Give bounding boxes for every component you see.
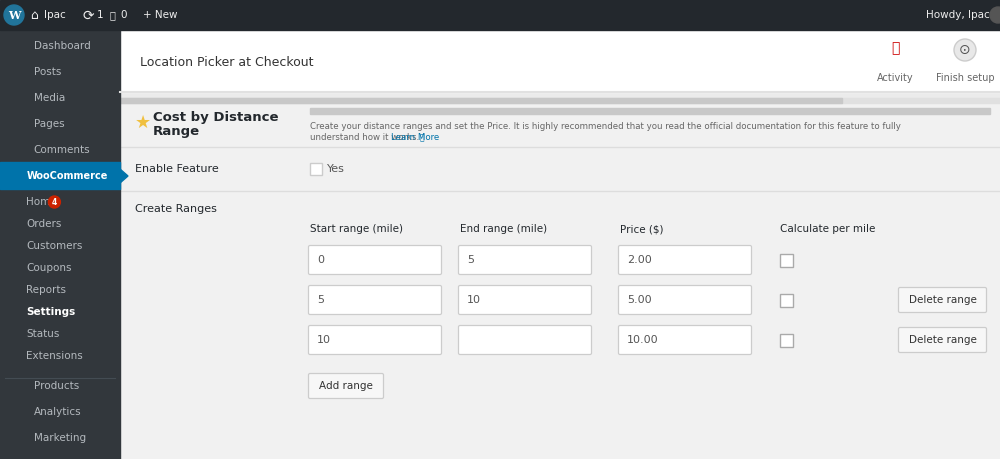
- FancyBboxPatch shape: [618, 325, 752, 354]
- Text: 0: 0: [120, 11, 126, 21]
- Text: + New: + New: [143, 11, 178, 21]
- Text: Marketing: Marketing: [34, 433, 86, 443]
- Text: Calculate per mile: Calculate per mile: [780, 224, 875, 234]
- Text: 10: 10: [467, 295, 481, 305]
- Text: Coupons: Coupons: [26, 263, 72, 273]
- Bar: [120, 98, 842, 103]
- Circle shape: [4, 5, 24, 25]
- Text: Analytics: Analytics: [34, 407, 81, 417]
- Text: Media: Media: [34, 93, 65, 103]
- FancyBboxPatch shape: [308, 374, 384, 398]
- Text: Comments: Comments: [34, 145, 90, 155]
- Text: Activity: Activity: [877, 73, 913, 83]
- Bar: [120, 98, 1000, 103]
- Text: 1: 1: [97, 11, 104, 21]
- Text: Posts: Posts: [34, 67, 61, 77]
- FancyBboxPatch shape: [898, 328, 986, 353]
- Bar: [780, 334, 793, 347]
- FancyBboxPatch shape: [308, 285, 442, 314]
- Bar: [780, 293, 793, 307]
- Text: Range: Range: [153, 124, 200, 138]
- Text: Create your distance ranges and set the Price. It is highly recommended that you: Create your distance ranges and set the …: [310, 122, 901, 131]
- Text: 5: 5: [317, 295, 324, 305]
- Text: WooCommerce: WooCommerce: [26, 171, 108, 181]
- Bar: [780, 253, 793, 267]
- Text: End range (mile): End range (mile): [460, 224, 547, 234]
- Text: Enable Feature: Enable Feature: [135, 164, 219, 174]
- Bar: [0, 162, 120, 189]
- Text: Settings: Settings: [26, 307, 76, 317]
- Text: Delete range: Delete range: [909, 295, 976, 305]
- Text: 💬: 💬: [109, 11, 115, 21]
- Bar: [120, 30, 1000, 92]
- FancyBboxPatch shape: [458, 246, 592, 274]
- Circle shape: [48, 196, 60, 208]
- FancyBboxPatch shape: [308, 246, 442, 274]
- Text: Start range (mile): Start range (mile): [310, 224, 403, 234]
- Bar: [310, 163, 322, 175]
- FancyBboxPatch shape: [308, 325, 442, 354]
- Text: Howdy, lpac: Howdy, lpac: [926, 11, 990, 21]
- Text: understand how it works.: understand how it works.: [310, 133, 419, 142]
- Text: 10: 10: [317, 335, 331, 345]
- Text: Pages: Pages: [34, 119, 64, 129]
- Text: ⧉: ⧉: [420, 133, 425, 142]
- Text: 10.00: 10.00: [627, 335, 659, 345]
- Bar: [0, 30, 120, 459]
- Text: Dashboard: Dashboard: [34, 41, 90, 51]
- Text: Yes: Yes: [327, 164, 345, 174]
- Text: 5.00: 5.00: [627, 295, 652, 305]
- Text: Add range: Add range: [319, 381, 373, 391]
- FancyBboxPatch shape: [618, 246, 752, 274]
- Text: Learn More: Learn More: [391, 133, 439, 142]
- Bar: [120, 103, 1000, 459]
- Text: 🚩: 🚩: [891, 41, 899, 55]
- Text: Orders: Orders: [26, 219, 62, 229]
- Bar: [120, 92, 1000, 98]
- FancyBboxPatch shape: [458, 285, 592, 314]
- Text: ⌂: ⌂: [30, 9, 38, 22]
- Text: Reports: Reports: [26, 285, 66, 295]
- Text: 4: 4: [52, 198, 57, 207]
- Text: ★: ★: [135, 114, 151, 132]
- Text: Location Picker at Checkout: Location Picker at Checkout: [140, 56, 314, 69]
- Text: Extensions: Extensions: [26, 351, 83, 361]
- Text: lpac: lpac: [44, 11, 66, 21]
- Text: Finish setup: Finish setup: [936, 73, 994, 83]
- Text: Create Ranges: Create Ranges: [135, 204, 217, 214]
- Text: ⟳: ⟳: [82, 9, 94, 22]
- FancyBboxPatch shape: [458, 325, 592, 354]
- Text: Products: Products: [34, 381, 79, 391]
- Circle shape: [954, 39, 976, 61]
- Text: Price ($): Price ($): [620, 224, 664, 234]
- Text: Delete range: Delete range: [909, 335, 976, 345]
- Bar: [310, 108, 990, 114]
- Text: 0: 0: [317, 255, 324, 265]
- Bar: [0, 0, 1000, 30]
- Text: Customers: Customers: [26, 241, 83, 251]
- Text: Cost by Distance: Cost by Distance: [153, 112, 278, 124]
- Text: W: W: [8, 10, 20, 21]
- Bar: [120, 103, 1000, 459]
- Circle shape: [990, 7, 1000, 23]
- Text: 2.00: 2.00: [627, 255, 652, 265]
- FancyBboxPatch shape: [618, 285, 752, 314]
- Text: Status: Status: [26, 329, 60, 339]
- Polygon shape: [120, 169, 128, 183]
- Text: Home: Home: [26, 197, 57, 207]
- Text: ⊙: ⊙: [959, 43, 971, 57]
- Text: 5: 5: [467, 255, 474, 265]
- FancyBboxPatch shape: [898, 287, 986, 313]
